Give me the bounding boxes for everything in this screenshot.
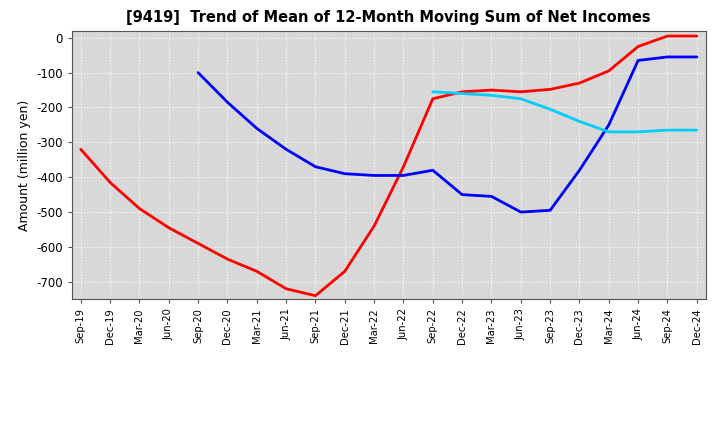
3 Years: [370, 224, 379, 229]
3 Years: [487, 88, 496, 93]
7 Years: [605, 129, 613, 135]
5 Years: [605, 122, 613, 128]
Title: [9419]  Trend of Mean of 12-Month Moving Sum of Net Incomes: [9419] Trend of Mean of 12-Month Moving …: [127, 11, 651, 26]
3 Years: [575, 81, 584, 86]
3 Years: [516, 89, 525, 95]
5 Years: [253, 126, 261, 131]
3 Years: [458, 89, 467, 95]
7 Years: [458, 91, 467, 96]
Line: 3 Years: 3 Years: [81, 36, 697, 296]
7 Years: [546, 106, 554, 112]
7 Years: [693, 128, 701, 133]
3 Years: [605, 68, 613, 73]
3 Years: [428, 96, 437, 101]
3 Years: [164, 225, 173, 231]
5 Years: [663, 54, 672, 59]
7 Years: [487, 93, 496, 98]
5 Years: [458, 192, 467, 197]
3 Years: [135, 206, 144, 211]
5 Years: [370, 173, 379, 178]
3 Years: [106, 180, 114, 185]
Line: 7 Years: 7 Years: [433, 92, 697, 132]
5 Years: [575, 168, 584, 173]
5 Years: [516, 209, 525, 215]
3 Years: [693, 33, 701, 39]
Y-axis label: Amount (million yen): Amount (million yen): [18, 99, 31, 231]
5 Years: [634, 58, 642, 63]
3 Years: [282, 286, 290, 291]
3 Years: [253, 269, 261, 274]
3 Years: [194, 241, 202, 246]
7 Years: [663, 128, 672, 133]
5 Years: [223, 99, 232, 105]
7 Years: [575, 119, 584, 124]
3 Years: [399, 164, 408, 169]
3 Years: [663, 33, 672, 39]
5 Years: [194, 70, 202, 75]
7 Years: [428, 89, 437, 95]
Line: 5 Years: 5 Years: [198, 57, 697, 212]
5 Years: [487, 194, 496, 199]
5 Years: [428, 168, 437, 173]
5 Years: [546, 208, 554, 213]
3 Years: [311, 293, 320, 298]
5 Years: [282, 147, 290, 152]
5 Years: [311, 164, 320, 169]
3 Years: [546, 87, 554, 92]
5 Years: [341, 171, 349, 176]
7 Years: [634, 129, 642, 135]
7 Years: [516, 96, 525, 101]
3 Years: [76, 147, 85, 152]
3 Years: [341, 269, 349, 274]
3 Years: [634, 44, 642, 49]
3 Years: [223, 257, 232, 262]
5 Years: [399, 173, 408, 178]
5 Years: [693, 54, 701, 59]
